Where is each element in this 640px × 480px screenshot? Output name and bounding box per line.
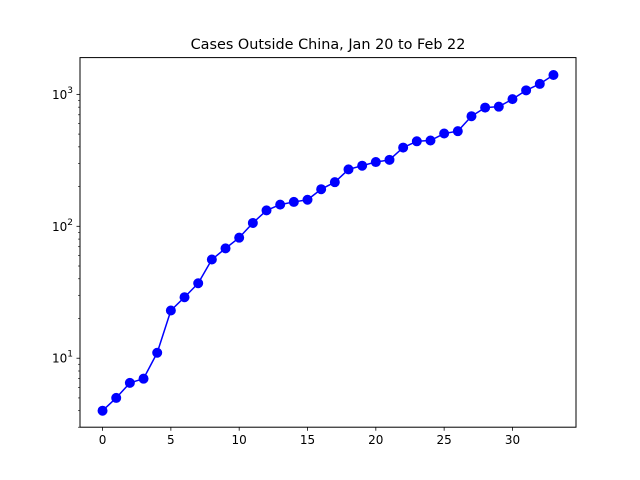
data-point bbox=[316, 184, 327, 195]
data-point bbox=[302, 194, 313, 205]
data-point bbox=[288, 196, 299, 207]
x-ticks: 0 5 10 15 20 25 30 bbox=[99, 427, 520, 447]
data-point bbox=[329, 177, 340, 188]
data-point bbox=[384, 154, 395, 165]
data-point bbox=[507, 94, 518, 105]
data-point bbox=[152, 347, 163, 358]
plot-frame bbox=[79, 57, 577, 428]
data-point bbox=[480, 102, 491, 113]
data-point bbox=[220, 243, 231, 254]
data-point bbox=[165, 305, 176, 316]
data-point bbox=[534, 78, 545, 89]
data-point bbox=[179, 292, 190, 303]
y-tick-label: 103 bbox=[52, 86, 73, 102]
data-point bbox=[343, 164, 354, 175]
y-major-ticks: 101 102 103 bbox=[52, 86, 80, 366]
data-point bbox=[234, 232, 245, 243]
data-point bbox=[398, 142, 409, 153]
x-tick-label: 0 bbox=[99, 433, 107, 447]
y-tick-label: 102 bbox=[52, 218, 73, 234]
data-point bbox=[521, 85, 532, 96]
x-tick-label: 25 bbox=[437, 433, 452, 447]
data-point bbox=[111, 392, 122, 403]
data-point bbox=[138, 373, 149, 384]
x-tick-label: 20 bbox=[368, 433, 383, 447]
series-line bbox=[102, 74, 554, 412]
data-point bbox=[466, 111, 477, 122]
series-layer bbox=[97, 70, 559, 416]
data-point bbox=[206, 254, 217, 265]
data-point bbox=[452, 126, 463, 137]
data-point bbox=[97, 405, 108, 416]
data-point bbox=[261, 205, 272, 216]
data-point bbox=[275, 199, 286, 210]
data-point bbox=[493, 101, 504, 112]
data-point bbox=[548, 70, 559, 81]
data-point bbox=[439, 128, 450, 139]
x-tick-label: 30 bbox=[505, 433, 520, 447]
chart-title: Cases Outside China, Jan 20 to Feb 22 bbox=[191, 37, 466, 53]
data-point bbox=[411, 136, 422, 147]
data-point bbox=[247, 217, 258, 228]
y-tick-label: 101 bbox=[52, 350, 73, 366]
x-tick-label: 15 bbox=[300, 433, 315, 447]
data-point bbox=[425, 135, 436, 146]
x-tick-label: 10 bbox=[232, 433, 247, 447]
data-point bbox=[370, 157, 381, 168]
x-tick-label: 5 bbox=[167, 433, 175, 447]
data-point bbox=[193, 278, 204, 289]
data-point bbox=[357, 160, 368, 171]
data-point bbox=[124, 377, 135, 388]
